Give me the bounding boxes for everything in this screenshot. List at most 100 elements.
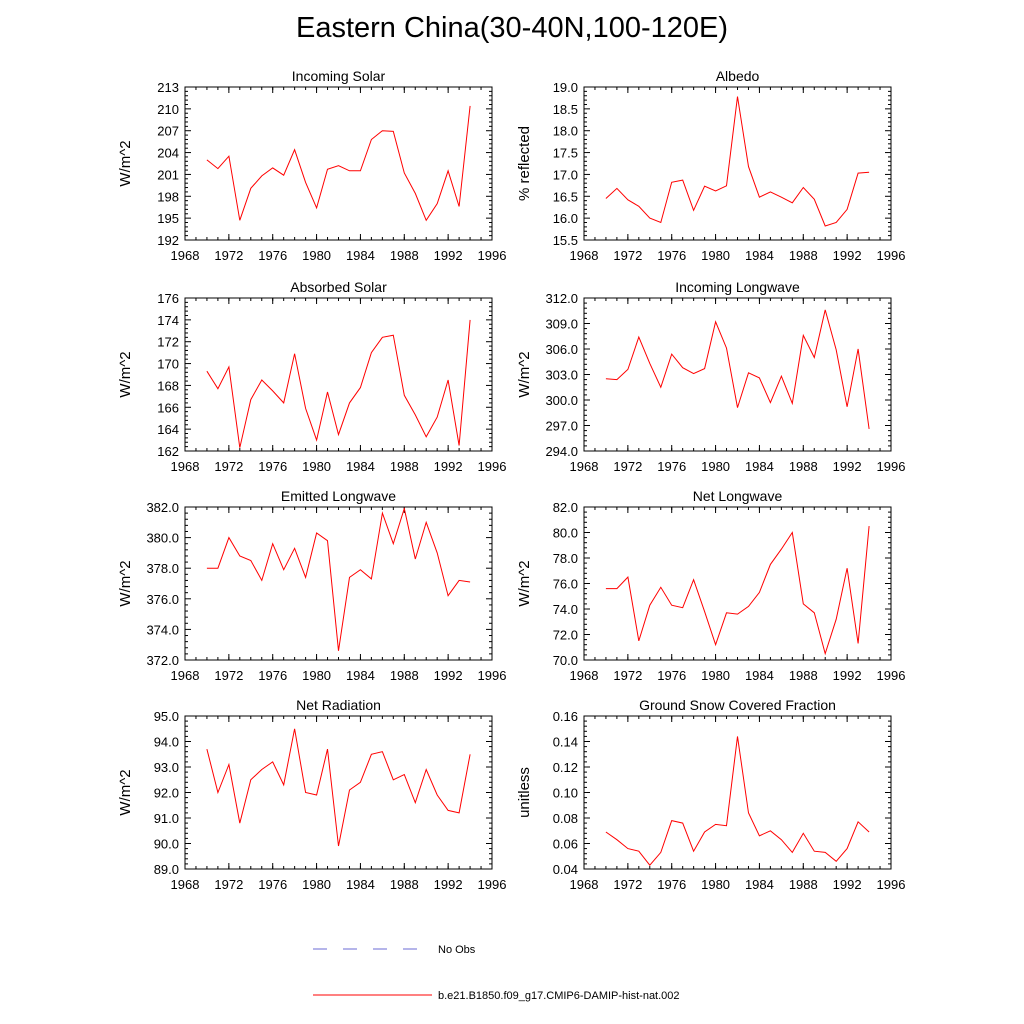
y-tick-label: 95.0 [154,709,179,724]
x-tick-label: 1976 [258,248,287,263]
y-tick-label: 0.16 [553,709,578,724]
x-tick-label: 1968 [570,459,599,474]
y-tick-label: 72.0 [553,628,578,643]
y-tick-label: 174 [157,313,179,328]
x-tick-label: 1992 [434,668,463,683]
series-line [605,526,870,656]
x-tick-label: 1988 [390,668,419,683]
y-tick-label: 372.0 [146,653,179,668]
y-tick-label: 168 [157,378,179,393]
chart-svg: Net Radiation W/m^2 1968 1972 1976 1980 1984 19… [117,697,506,892]
x-tick-label: 1996 [877,877,906,892]
x-tick-label: 1988 [390,877,419,892]
x-tick-label: 1984 [745,459,774,474]
x-tick-label: 1996 [877,668,906,683]
y-tick-label: 0.14 [553,735,578,750]
y-tick-label: 16.0 [553,211,578,226]
y-tick-label: 300.0 [545,393,578,408]
x-tick-label: 1988 [390,459,419,474]
series-line [206,506,471,651]
x-tick-label: 1972 [214,877,243,892]
x-tick-label: 1968 [171,668,200,683]
chart-svg: Net Longwave W/m^2 1968 1972 1976 1980 1984 198… [516,488,905,683]
chart-svg: Incoming Solar W/m^2 1968 1972 1976 1980 1984 1… [117,68,506,263]
y-tick-label: 297.0 [545,419,578,434]
y-tick-label: 0.12 [553,760,578,775]
x-tick-label: 1968 [570,668,599,683]
legend-obs-label: No Obs [438,944,476,956]
plot-frame [184,297,493,452]
y-tick-label: 78.0 [553,551,578,566]
x-tick-label: 1976 [657,668,686,683]
y-axis-label: W/m^2 [117,140,134,186]
x-tick-label: 1968 [171,877,200,892]
y-tick-label: 213 [157,80,179,95]
y-tick-label: 207 [157,124,179,139]
y-tick-label: 192 [157,233,179,248]
x-tick-label: 1984 [745,877,774,892]
y-tick-label: 170 [157,357,179,372]
x-tick-label: 1992 [434,248,463,263]
y-tick-label: 80.0 [553,526,578,541]
y-tick-label: 16.5 [553,189,578,204]
chart-title: Ground Snow Covered Fraction [639,697,836,713]
y-tick-label: 70.0 [553,653,578,668]
x-tick-label: 1988 [390,248,419,263]
y-tick-label: 309.0 [545,317,578,332]
y-tick-label: 15.5 [553,233,578,248]
x-tick-label: 1972 [613,248,642,263]
x-tick-label: 1992 [833,248,862,263]
x-tick-label: 1976 [657,459,686,474]
x-tick-label: 1984 [346,668,375,683]
y-axis-label: unitless [516,767,533,818]
x-tick-label: 1972 [214,248,243,263]
x-tick-label: 1988 [789,668,818,683]
legend-model-label: b.e21.B1850.f09_g17.CMIP6-DAMIP-hist-nat… [438,990,680,1002]
y-axis-label: W/m^2 [516,560,533,606]
chart-title: Incoming Longwave [675,279,800,295]
x-tick-label: 1980 [701,459,730,474]
plot-frame [583,86,892,241]
x-tick-label: 1972 [214,668,243,683]
y-tick-label: 0.04 [553,862,578,877]
y-tick-label: 90.0 [154,837,179,852]
y-tick-label: 166 [157,400,179,415]
x-tick-label: 1972 [613,877,642,892]
y-tick-label: 0.08 [553,811,578,826]
panel-incoming-longwave: Incoming Longwave W/m^2 1968 1972 1976 1980 19… [516,279,905,474]
y-tick-label: 91.0 [154,811,179,826]
x-tick-label: 1980 [302,668,331,683]
x-tick-label: 1996 [877,248,906,263]
x-tick-label: 1992 [833,668,862,683]
x-tick-label: 1992 [833,459,862,474]
panel-absorbed-solar: Absorbed Solar W/m^2 1968 1972 1976 1980 1984 1… [117,279,506,474]
y-tick-label: 94.0 [154,735,179,750]
x-tick-label: 1988 [789,459,818,474]
x-tick-label: 1992 [434,877,463,892]
x-tick-label: 1976 [258,459,287,474]
y-tick-label: 18.0 [553,124,578,139]
x-tick-label: 1968 [570,248,599,263]
y-tick-label: 76.0 [553,577,578,592]
y-axis-label: W/m^2 [516,351,533,397]
x-tick-label: 1996 [877,459,906,474]
panel-net-longwave: Net Longwave W/m^2 1968 1972 1976 1980 1984 198… [516,488,905,683]
y-tick-label: 294.0 [545,444,578,459]
y-tick-label: 374.0 [146,622,179,637]
x-tick-label: 1976 [258,877,287,892]
y-tick-label: 382.0 [146,500,179,515]
y-axis-label: W/m^2 [117,351,134,397]
y-tick-label: 18.5 [553,102,578,117]
y-tick-label: 0.06 [553,837,578,852]
x-tick-label: 1988 [789,248,818,263]
y-axis-label: W/m^2 [117,769,134,815]
x-tick-label: 1984 [346,459,375,474]
plot-frame [184,506,493,661]
chart-svg: Incoming Longwave W/m^2 1968 1972 1976 1980 19… [516,279,905,474]
panel-net-radiation: Net Radiation W/m^2 1968 1972 1976 1980 1984 19… [117,697,506,892]
chart-title: Net Radiation [296,697,381,713]
x-tick-label: 1992 [434,459,463,474]
x-tick-label: 1984 [346,877,375,892]
chart-title: Absorbed Solar [290,279,387,295]
series-line [605,309,870,429]
